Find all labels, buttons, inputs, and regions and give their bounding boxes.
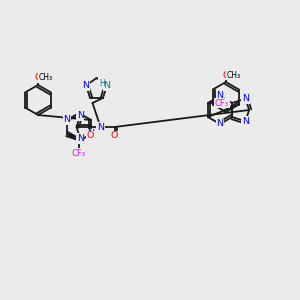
Text: N: N (77, 134, 84, 143)
Text: N: N (242, 94, 249, 103)
Text: O: O (87, 131, 94, 140)
Text: O: O (111, 131, 118, 140)
Text: N: N (77, 111, 84, 120)
Text: O: O (222, 70, 230, 80)
Text: N: N (242, 117, 249, 126)
Text: H: H (99, 79, 105, 88)
Text: CF₃: CF₃ (215, 98, 229, 107)
Text: N: N (97, 122, 104, 131)
Text: CH₃: CH₃ (227, 70, 241, 80)
Text: N: N (103, 81, 110, 90)
Text: N: N (217, 119, 224, 128)
Text: CF₃: CF₃ (72, 148, 86, 158)
Text: N: N (217, 92, 224, 100)
Text: CH₃: CH₃ (39, 74, 53, 82)
Text: N: N (88, 130, 94, 139)
Text: O: O (34, 74, 42, 82)
Text: N: N (82, 81, 89, 90)
Text: N: N (63, 116, 70, 124)
